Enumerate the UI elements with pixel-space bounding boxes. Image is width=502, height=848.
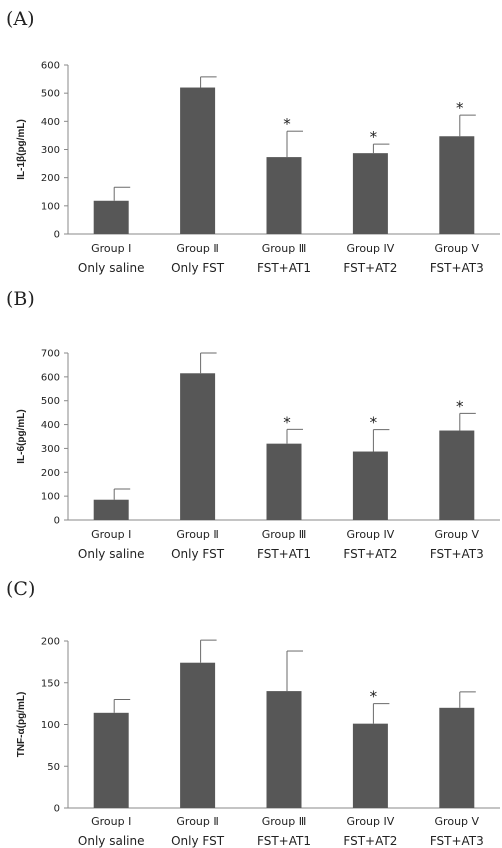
bar [439, 430, 475, 520]
y-axis-label: TNF-α(pg/mL) [16, 692, 27, 758]
bar [352, 451, 388, 520]
chart-il6: 0 100 200 300 400 500 600 700 IL-6(pg/mL) Group Ⅰ… [16, 349, 500, 561]
category-group-label: Group V [435, 242, 480, 255]
significance-star: * [370, 688, 378, 706]
bar [439, 136, 475, 234]
significance-star: * [283, 115, 291, 133]
category-treatment-label: Only saline [78, 547, 145, 561]
category-treatment-label: Only saline [78, 261, 145, 275]
chart-tnfa: 0 50 100 150 200 TNF-α(pg/mL) Group Ⅰ Only sali… [16, 637, 500, 848]
bar [352, 153, 388, 234]
category-treatment-label: Only FST [171, 261, 225, 275]
category-treatment-label: FST+AT2 [343, 834, 397, 848]
category-group-label: Group V [435, 815, 480, 828]
y-tick-label: 100 [41, 201, 60, 212]
y-tick-label: 300 [41, 444, 60, 455]
panel-label: (A) [6, 8, 35, 30]
y-tick-label: 0 [54, 516, 60, 527]
y-axis-label: IL-6(pg/mL) [16, 409, 27, 463]
category-group-label: Group Ⅲ [262, 815, 307, 828]
bar [180, 87, 216, 235]
category-group-label: Group V [435, 528, 480, 541]
category-treatment-label: Only FST [171, 547, 225, 561]
category-treatment-label: FST+AT3 [430, 261, 484, 275]
y-tick-label: 700 [41, 349, 60, 360]
significance-star: * [456, 397, 464, 415]
y-tick-label: 300 [41, 145, 60, 156]
category-group-label: Group Ⅱ [176, 242, 218, 255]
bar [93, 200, 129, 234]
category-group-label: Group Ⅰ [91, 528, 131, 541]
bar [180, 373, 216, 520]
category-treatment-label: Only saline [78, 834, 145, 848]
y-tick-label: 100 [41, 720, 60, 731]
category-treatment-label: FST+AT1 [257, 261, 311, 275]
category-treatment-label: FST+AT2 [343, 547, 397, 561]
chart-il1b: 0 100 200 300 400 500 600 IL-1β(pg/mL) Group Ⅰ On… [16, 61, 500, 275]
category-group-label: Group Ⅰ [91, 242, 131, 255]
y-tick-label: 400 [41, 117, 60, 128]
y-tick-label: 0 [54, 804, 60, 815]
bar [439, 707, 475, 808]
significance-star: * [456, 99, 464, 117]
bar [93, 712, 129, 808]
y-tick-label: 500 [41, 396, 60, 407]
category-treatment-label: FST+AT3 [430, 547, 484, 561]
significance-star: * [370, 414, 378, 432]
y-tick-label: 50 [47, 762, 60, 773]
y-axis-label: IL-1β(pg/mL) [16, 119, 27, 180]
category-group-label: Group Ⅰ [91, 815, 131, 828]
y-tick-label: 150 [41, 678, 60, 689]
bar [266, 691, 302, 808]
category-treatment-label: Only FST [171, 834, 225, 848]
category-group-label: Group IV [347, 528, 395, 541]
y-tick-label: 400 [41, 420, 60, 431]
category-group-label: Group IV [347, 815, 395, 828]
y-tick-label: 500 [41, 89, 60, 100]
y-tick-label: 100 [41, 492, 60, 503]
y-tick-label: 600 [41, 372, 60, 383]
y-tick-label: 600 [41, 61, 60, 72]
category-group-label: Group Ⅱ [176, 528, 218, 541]
y-tick-label: 200 [41, 173, 60, 184]
category-group-label: Group Ⅲ [262, 242, 307, 255]
significance-star: * [370, 128, 378, 146]
bar [352, 723, 388, 808]
y-tick-label: 200 [41, 637, 60, 648]
panel-a: (A) 0 100 200 300 400 500 600 IL-1β(pg/mL) Group… [0, 0, 502, 282]
bar [180, 662, 216, 808]
panel-label: (B) [6, 288, 35, 310]
category-treatment-label: FST+AT1 [257, 834, 311, 848]
significance-star: * [283, 413, 291, 431]
bar [266, 443, 302, 520]
panel-c: (C) 0 50 100 150 200 TNF-α(pg/mL) Group Ⅰ Only … [0, 564, 502, 848]
panel-label: (C) [6, 578, 36, 600]
category-group-label: Group IV [347, 242, 395, 255]
y-tick-label: 200 [41, 468, 60, 479]
y-tick-label: 0 [54, 230, 60, 241]
bar [266, 157, 302, 234]
panel-b: (B) 0 100 200 300 400 500 600 700 IL-6(pg/mL) Gro… [0, 282, 502, 564]
category-treatment-label: FST+AT3 [430, 834, 484, 848]
category-group-label: Group Ⅲ [262, 528, 307, 541]
category-treatment-label: FST+AT1 [257, 547, 311, 561]
bar [93, 499, 129, 520]
category-treatment-label: FST+AT2 [343, 261, 397, 275]
category-group-label: Group Ⅱ [176, 815, 218, 828]
